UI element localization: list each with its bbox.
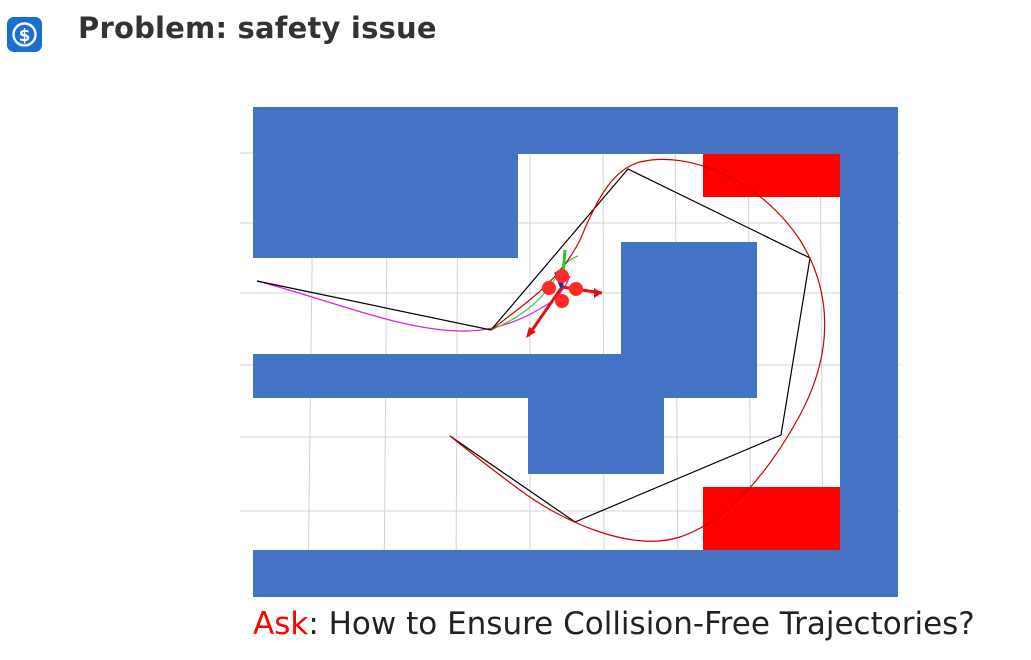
robot-marker: [526, 249, 603, 338]
caption: Ask: How to Ensure Collision-Free Trajec…: [253, 606, 975, 642]
hazard-bottom: [703, 487, 840, 550]
wall-top-left-block: [253, 107, 518, 258]
ask-label: Ask: [253, 606, 309, 642]
hazard-top: [703, 154, 840, 197]
magenta-trajectory: [256, 275, 571, 332]
walls: [253, 107, 898, 597]
page-title: Problem: safety issue: [78, 11, 437, 45]
trajectory-diagram: [240, 100, 910, 600]
hazards: [703, 154, 840, 550]
wall-right: [840, 107, 898, 597]
app-logo-icon: $: [7, 17, 42, 52]
wall-bottom: [253, 550, 898, 597]
wall-lower-block: [528, 354, 664, 474]
red-trajectory: [449, 158, 826, 542]
svg-text:$: $: [19, 26, 31, 46]
caption-question: : How to Ensure Collision-Free Trajector…: [308, 606, 975, 642]
